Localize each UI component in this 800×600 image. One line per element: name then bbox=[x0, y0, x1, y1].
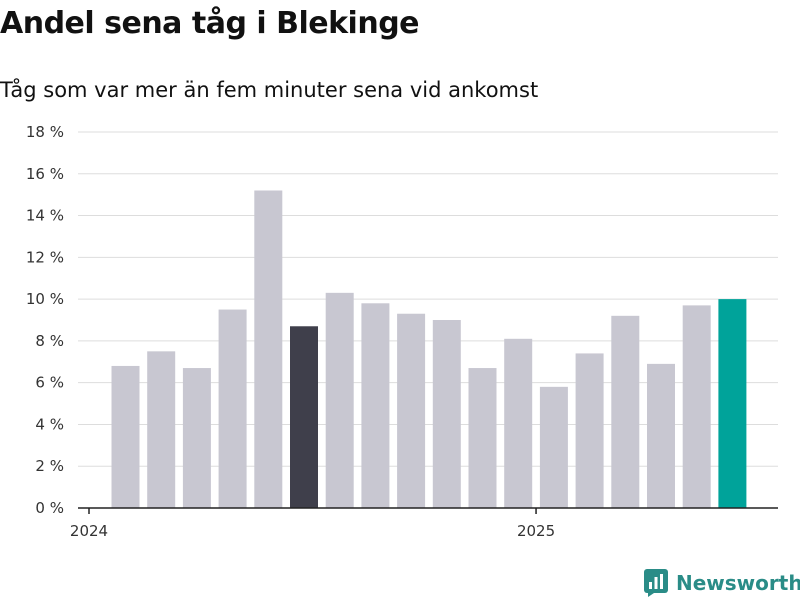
x-tick-label: 2024 bbox=[70, 522, 108, 540]
bar bbox=[682, 305, 711, 508]
y-tick-label: 14 % bbox=[26, 207, 64, 225]
bar bbox=[111, 365, 140, 508]
newsworthy-logo-icon bbox=[644, 569, 668, 597]
bar bbox=[575, 353, 604, 508]
y-tick-label: 6 % bbox=[35, 374, 64, 392]
brand-logo: Newsworthy bbox=[644, 569, 800, 597]
y-tick-label: 4 % bbox=[35, 415, 64, 433]
bar bbox=[218, 309, 247, 508]
bar bbox=[432, 320, 461, 508]
brand-name: Newsworthy bbox=[676, 571, 800, 595]
bar bbox=[468, 368, 497, 508]
bar bbox=[325, 292, 354, 508]
x-axis-ticks: 2024 2025 bbox=[70, 508, 555, 540]
bar bbox=[718, 299, 747, 508]
y-tick-label: 12 % bbox=[26, 248, 64, 266]
bar bbox=[397, 313, 426, 508]
y-axis-ticks: 0 % 2 % 4 % 6 % 8 % 10 % 12 % 14 % 16 % 18 % bbox=[26, 123, 64, 517]
bar bbox=[290, 326, 318, 508]
y-tick-label: 8 % bbox=[35, 332, 64, 350]
bar bbox=[254, 190, 283, 508]
bars bbox=[78, 190, 778, 509]
bar bbox=[611, 315, 640, 508]
bar bbox=[647, 363, 675, 508]
y-tick-label: 2 % bbox=[35, 457, 64, 475]
bar bbox=[504, 338, 533, 508]
bar bbox=[147, 351, 176, 508]
bar bbox=[182, 368, 211, 508]
chart-title: Andel sena tåg i Blekinge bbox=[0, 6, 420, 41]
chart-subtitle: Tåg som var mer än fem minuter sena vid … bbox=[0, 78, 539, 102]
bar bbox=[361, 303, 390, 508]
gridlines bbox=[78, 131, 778, 467]
x-tick-label: 2025 bbox=[517, 522, 555, 540]
bar bbox=[539, 386, 568, 508]
y-tick-label: 10 % bbox=[26, 290, 64, 308]
y-tick-label: 18 % bbox=[26, 123, 64, 141]
y-tick-label: 0 % bbox=[35, 499, 64, 517]
y-tick-label: 16 % bbox=[26, 165, 64, 183]
